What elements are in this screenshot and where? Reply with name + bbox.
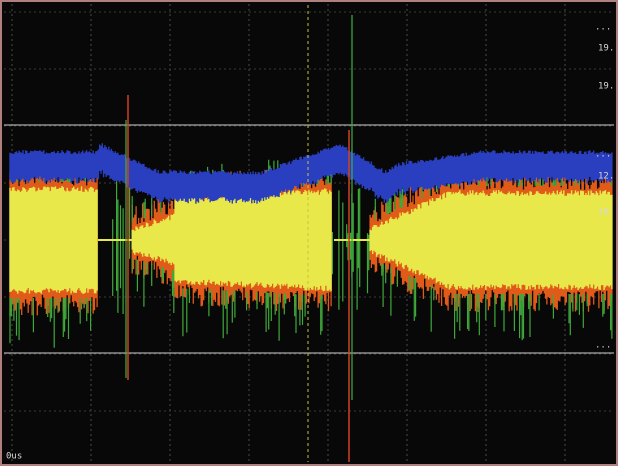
scale-label: 19. <box>598 82 614 92</box>
scale-label: 19. <box>598 44 614 54</box>
scale-label: ... <box>595 341 611 351</box>
scale-label: 12. <box>598 172 614 182</box>
channel-yellow-trace <box>9 186 613 294</box>
scale-label: 10. <box>598 208 614 218</box>
scale-label: ... <box>595 150 611 160</box>
channel-blue-trace <box>9 143 613 204</box>
scale-label: ... <box>595 23 611 33</box>
time-label: 0us <box>6 452 22 462</box>
